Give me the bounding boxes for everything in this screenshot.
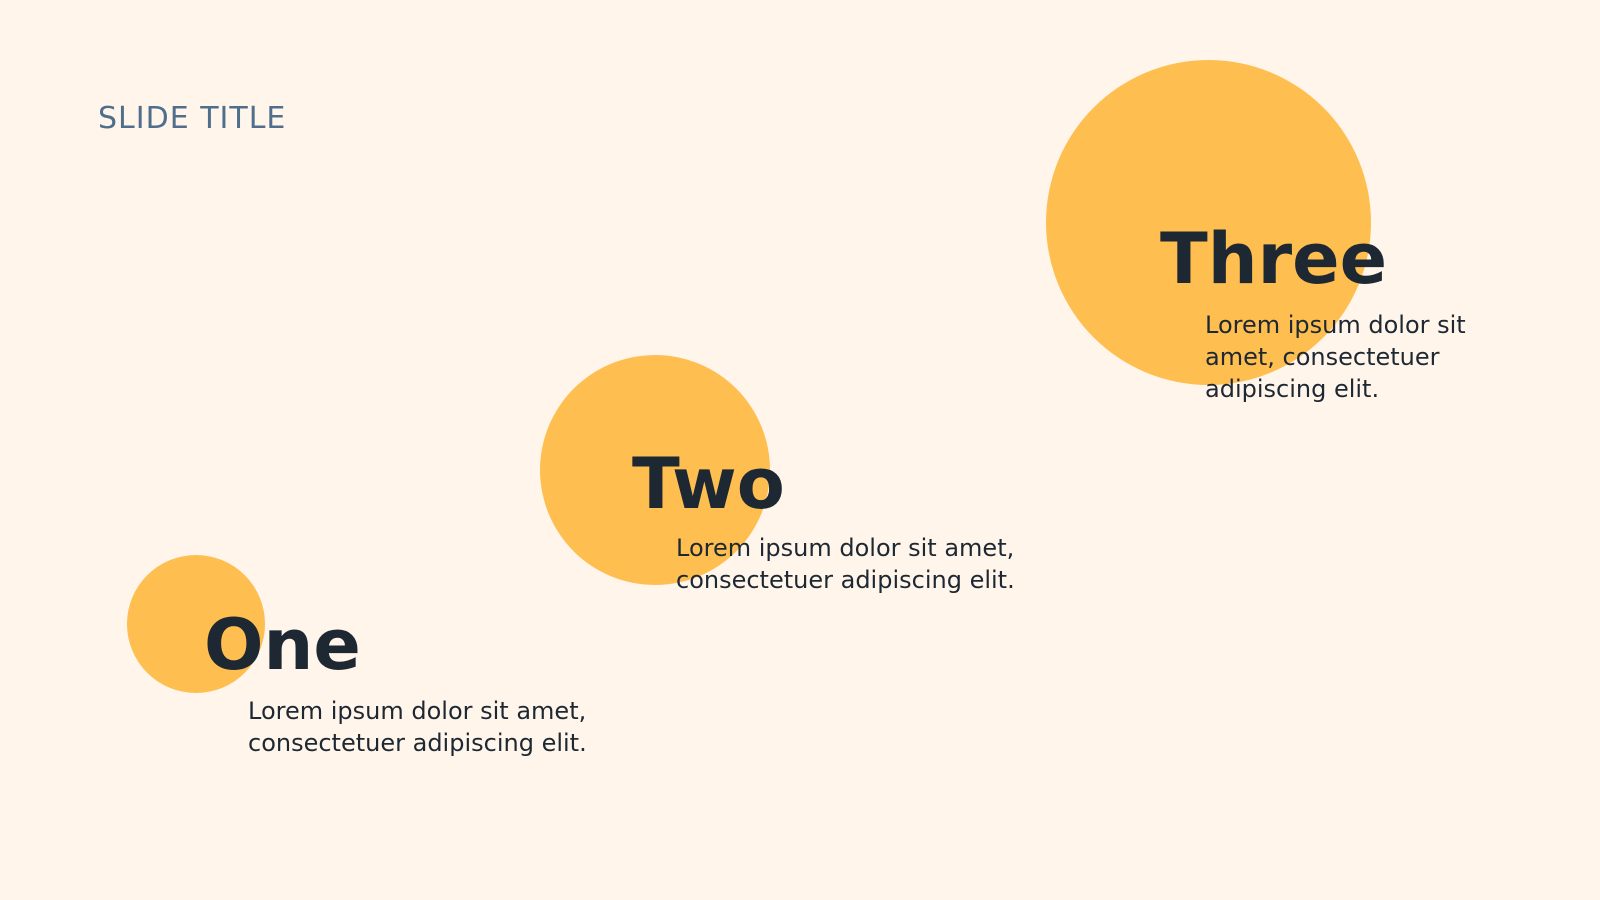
step-two-description-line: consectetuer adipiscing elit. — [676, 566, 1015, 594]
step-one-heading: One — [204, 604, 361, 686]
step-one-description-line: Lorem ipsum dolor sit amet, — [248, 697, 587, 725]
step-two-description: Lorem ipsum dolor sit amet, consectetuer… — [676, 532, 1056, 596]
step-three-description-line: amet, consectetuer — [1205, 343, 1440, 371]
step-three-description: Lorem ipsum dolor sit amet, consectetuer… — [1205, 309, 1505, 405]
step-one-description: Lorem ipsum dolor sit amet, consectetuer… — [248, 695, 628, 759]
slide-title: SLIDE TITLE — [98, 101, 287, 136]
step-three-description-line: adipiscing elit. — [1205, 375, 1380, 403]
step-two-heading: Two — [632, 443, 785, 525]
step-three-circle — [1046, 60, 1371, 385]
step-one-circle — [127, 555, 265, 693]
step-two-circle — [540, 355, 770, 585]
step-three-heading: Three — [1160, 218, 1388, 300]
step-one-description-line: consectetuer adipiscing elit. — [248, 729, 587, 757]
step-three-description-line: Lorem ipsum dolor sit — [1205, 311, 1466, 339]
step-two-description-line: Lorem ipsum dolor sit amet, — [676, 534, 1015, 562]
